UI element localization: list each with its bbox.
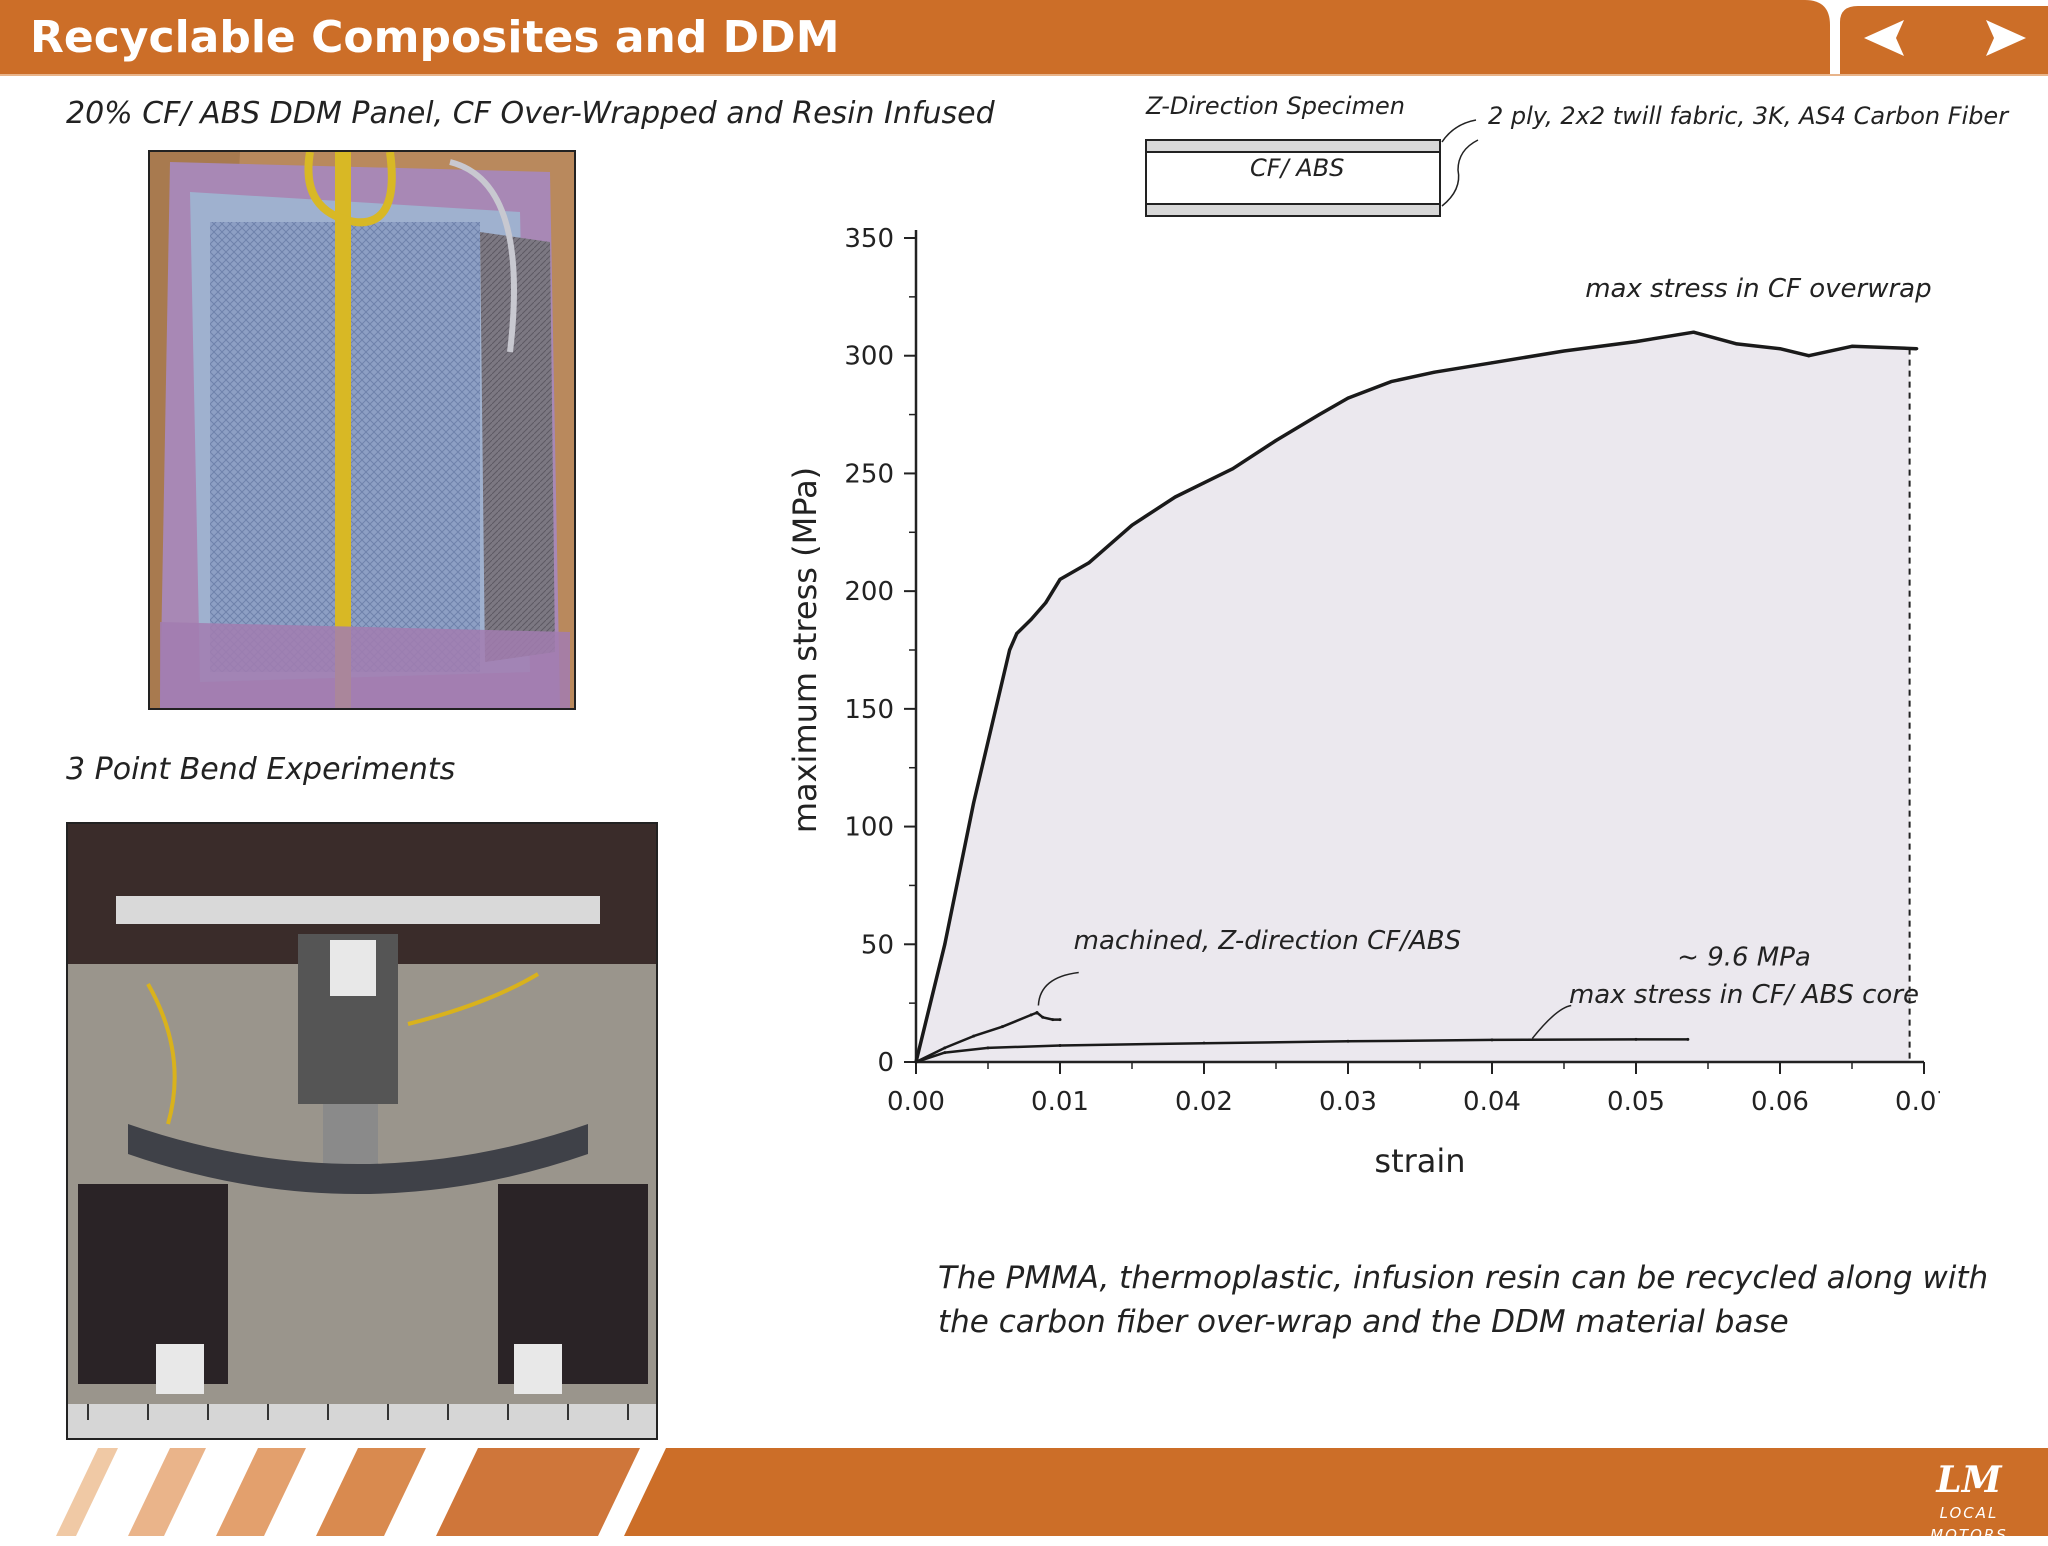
x-tick-label: 0.05 [1607,1087,1665,1117]
data-point-core [1058,1044,1062,1048]
data-point-machined [1000,1025,1004,1029]
data-point-overwrap [1008,648,1012,652]
y-tick-label: 0 [877,1048,894,1078]
x-tick-label: 0.07 [1895,1087,1940,1117]
panel-caption: 20% CF/ ABS DDM Panel, CF Over-Wrapped a… [66,96,995,131]
specimen-diagram [1145,119,1479,217]
x-tick-label: 0.04 [1463,1087,1521,1117]
annotation-2: machined, Z-direction CF/ABS [1074,926,1461,956]
data-point-core [1346,1039,1350,1043]
y-tick-label: 150 [844,695,894,725]
specimen-fabric-label: 2 ply, 2x2 twill fabric, 3K, AS4 Carbon … [1488,102,2009,130]
data-point-machined [1029,1013,1033,1017]
header-bar: Recyclable Composites and DDM [0,0,2048,76]
data-point-overwrap [1044,601,1048,605]
data-point-overwrap [1087,561,1091,565]
conclusion-line-1: The PMMA, thermoplastic, infusion resin … [938,1260,1989,1296]
data-point-overwrap [1015,632,1019,636]
data-point-overwrap [1562,349,1566,353]
triangle-left-icon [1864,20,1904,56]
logo-mark: LM [1936,1459,2002,1501]
data-point-machined [1041,1015,1045,1019]
x-tick-label: 0.02 [1175,1087,1233,1117]
local-motors-logo: LM LOCAL MOTORS [1904,1458,2034,1544]
data-point-machined [972,1034,976,1038]
data-point-core [986,1046,990,1050]
annotation-leader-machined [1037,971,1079,1006]
data-point-overwrap [1807,354,1811,358]
y-tick-label: 100 [844,813,894,843]
data-point-overwrap [1735,342,1739,346]
next-slide-button[interactable] [1958,8,2048,68]
header-background [0,0,2048,76]
data-point-machined [1051,1018,1055,1022]
data-point-overwrap [1850,344,1854,348]
data-point-overwrap [1274,438,1278,442]
data-point-machined [943,1046,947,1050]
specimen-title: Z-Direction Specimen [1146,92,1405,120]
y-tick-label: 50 [861,930,894,960]
triangle-right-icon [1986,20,2026,56]
annotation-1: max stress in CF overwrap [1585,274,1931,304]
ddm-panel-photo [148,150,576,710]
data-point-overwrap [972,801,976,805]
data-point-machined [1058,1018,1062,1022]
conclusion-line-2: the carbon fiber over-wrap and the DDM m… [938,1304,1789,1340]
data-point-overwrap [1389,380,1393,384]
data-point-overwrap [1173,495,1177,499]
y-tick-label: 300 [844,342,894,372]
bend-caption: 3 Point Bend Experiments [66,752,456,787]
data-point-overwrap [1490,361,1494,365]
data-point-core [1634,1037,1638,1041]
data-point-overwrap [1432,370,1436,374]
data-point-overwrap [1058,577,1062,581]
prev-slide-button[interactable] [1842,8,1932,68]
data-point-core [1686,1037,1690,1041]
data-point-overwrap [1231,467,1235,471]
data-point-overwrap [943,942,947,946]
x-axis-label: strain [1374,1142,1465,1180]
footer-bar [0,1448,2048,1536]
x-tick-label: 0.01 [1031,1087,1089,1117]
data-point-overwrap [1202,481,1206,485]
logo-text: LOCAL MOTORS [1930,1504,2008,1544]
y-tick-label: 350 [844,224,894,254]
y-tick-label: 250 [844,459,894,489]
x-tick-label: 0.03 [1319,1087,1377,1117]
data-point-overwrap [1778,347,1782,351]
data-point-overwrap [1346,396,1350,400]
data-point-overwrap [1029,617,1033,621]
data-point-overwrap [1317,413,1321,417]
slide-title: Recyclable Composites and DDM [30,12,840,63]
data-point-overwrap [1915,347,1919,351]
stress-strain-chart: 0.00 0.01 0.02 0.03 0.04 0.05 0.06 0.07 0 50 100 15… [786,224,1940,1180]
specimen-core-label: CF/ ABS [1250,154,1345,182]
conclusion-text: The PMMA, thermoplastic, infusion resin … [938,1256,1998,1344]
data-point-core [943,1051,947,1055]
data-point-overwrap [1692,330,1696,334]
data-point-machined [1035,1011,1039,1015]
y-tick-label: 200 [844,577,894,607]
data-point-overwrap [1634,340,1638,344]
annotation-leader-core [1531,1004,1572,1039]
annotation-4: max stress in CF/ ABS core [1569,980,1919,1010]
annotation-3: ~ 9.6 MPa [1677,942,1811,972]
data-point-core [914,1060,918,1064]
data-point-core [1202,1041,1206,1045]
data-point-core [1490,1038,1494,1042]
x-tick-label: 0.00 [887,1087,945,1117]
three-point-bend-photo [66,822,658,1440]
x-tick-label: 0.06 [1751,1087,1809,1117]
shaded-area [916,332,1917,1063]
y-axis-label: maximum stress (MPa) [786,467,824,833]
data-point-overwrap [1130,523,1134,527]
